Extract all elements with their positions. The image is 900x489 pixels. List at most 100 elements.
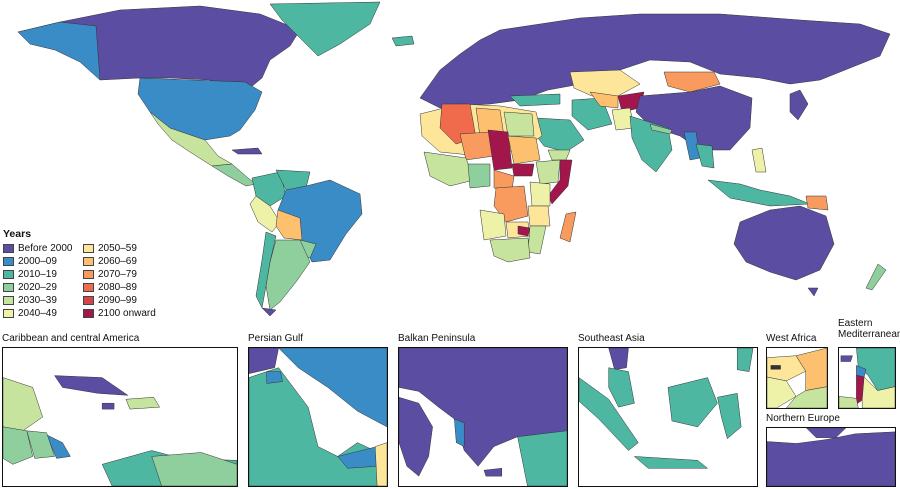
region-tasmania (807, 287, 819, 297)
region-tanzania (527, 205, 551, 227)
inset-westafrica-senegal (767, 355, 807, 382)
region-ethiopia (535, 159, 561, 185)
inset-eastmed-jordan (861, 376, 895, 408)
region-mozambique (527, 225, 547, 255)
region-bolivia (275, 209, 303, 241)
region-yemen (547, 149, 571, 161)
inset-persian-kuwait (266, 371, 283, 384)
legend-swatch (3, 257, 14, 266)
region-iceland (391, 35, 415, 47)
legend-label: 2080–89 (98, 282, 137, 293)
legend-item: 2040–49 (3, 308, 83, 319)
legend-item: 2070–79 (83, 269, 163, 280)
region-philippines (751, 147, 767, 173)
legend-label: 2070–79 (98, 269, 137, 280)
legend: Years Before 2000 2050–59 2000–09 2060–69 20… (3, 228, 163, 319)
inset-caribbean-nicaragua (26, 430, 55, 459)
legend-item: 2000–09 (3, 256, 83, 267)
region-sudan (507, 135, 541, 165)
region-malawi (517, 225, 531, 237)
legend-swatch (3, 283, 14, 292)
inset-caribbean-cuba (54, 375, 129, 396)
legend-swatch (83, 283, 94, 292)
region-alaska (17, 21, 101, 81)
legend-label: 2060–69 (98, 256, 137, 267)
inset-title-balkan: Balkan Peninsula (398, 333, 476, 344)
inset-persian-iraq (249, 348, 279, 374)
region-nigeria (467, 163, 491, 189)
region-southern-africa (489, 237, 531, 263)
region-kenya (529, 181, 551, 207)
inset-seasia-sumatra (579, 377, 639, 451)
region-kazakh (569, 69, 641, 97)
inset-northeurope-land (767, 431, 895, 486)
legend-label: 2040–49 (18, 308, 57, 319)
inset-title-westafrica: West Africa (766, 333, 817, 344)
region-indonesia (707, 179, 811, 207)
legend-swatch (3, 244, 14, 253)
inset-balkan-turkey (517, 430, 567, 486)
legend-grid: Before 2000 2050–59 2000–09 2060–69 2010–19 2… (3, 243, 163, 319)
region-usa (137, 77, 263, 141)
inset-eastmed-cyprus (840, 355, 853, 362)
inset-caribbean-mexico (3, 377, 43, 432)
legend-label: Before 2000 (18, 243, 73, 254)
region-thailand (695, 143, 715, 169)
inset-persian-iran (278, 348, 387, 428)
inset-title-caribbean: Caribbean and central America (2, 333, 140, 344)
inset-westafrica-guinea (767, 376, 797, 408)
region-chile (255, 231, 277, 309)
region-mongolia (663, 71, 721, 93)
region-colombia (251, 171, 287, 207)
legend-swatch (3, 296, 14, 305)
inset-seasia-philippines (736, 348, 754, 372)
inset-seasia: Southeast Asia (578, 333, 645, 344)
region-australia (733, 205, 835, 281)
legend-label: 2000–09 (18, 256, 57, 267)
legend-label: 2010–19 (18, 269, 57, 280)
legend-swatch (83, 309, 94, 318)
inset-map-westafrica (766, 347, 828, 409)
inset-caribbean-hispaniola (125, 397, 161, 410)
region-angola (479, 209, 507, 241)
inset-westafrica: West Africa (766, 333, 816, 344)
legend-label: 2100 onward (98, 308, 156, 319)
world-map (17, 1, 891, 317)
inset-title-persian: Persian Gulf (248, 333, 304, 344)
inset-balkan-greece-isl (483, 467, 503, 477)
region-drc (493, 185, 529, 223)
legend-item: 2060–69 (83, 256, 163, 267)
legend-item: Before 2000 (3, 243, 83, 254)
legend-swatch (83, 270, 94, 279)
region-chad (487, 129, 513, 171)
inset-title-seasia: Southeast Asia (578, 333, 645, 344)
inset-westafrica-gambia (770, 365, 781, 370)
inset-caribbean-costa-rica (46, 434, 71, 459)
inset-eastmed-egypt (839, 396, 859, 408)
region-madagascar (559, 211, 577, 243)
region-greenland (269, 1, 381, 57)
legend-item: 2010–19 (3, 269, 83, 280)
region-stans (589, 91, 619, 109)
legend-item: 2080–89 (83, 282, 163, 293)
inset-map-northeurope (766, 427, 896, 487)
region-peru (249, 195, 281, 233)
inset-persian: Persian Gulf (248, 333, 303, 344)
legend-item: 2100 onward (83, 308, 163, 319)
inset-caribbean-jamaica (101, 402, 115, 410)
inset-caribbean-venezuela (151, 452, 237, 486)
inset-map-balkan (398, 347, 568, 487)
inset-persian-oman (374, 442, 387, 486)
inset-balkan: Balkan Peninsula (398, 333, 475, 344)
inset-caribbean: Caribbean and central America (2, 333, 139, 344)
region-tierra (261, 307, 277, 317)
region-png (805, 195, 829, 211)
inset-balkan-albania (454, 418, 465, 447)
region-turkey (509, 93, 561, 107)
inset-northeurope-scand (806, 428, 847, 438)
inset-map-eastmed (838, 347, 896, 409)
inset-seasia-malaysia (608, 367, 635, 408)
legend-item: 2090–99 (83, 295, 163, 306)
legend-item: 2050–59 (83, 243, 163, 254)
legend-title: Years (3, 228, 32, 240)
